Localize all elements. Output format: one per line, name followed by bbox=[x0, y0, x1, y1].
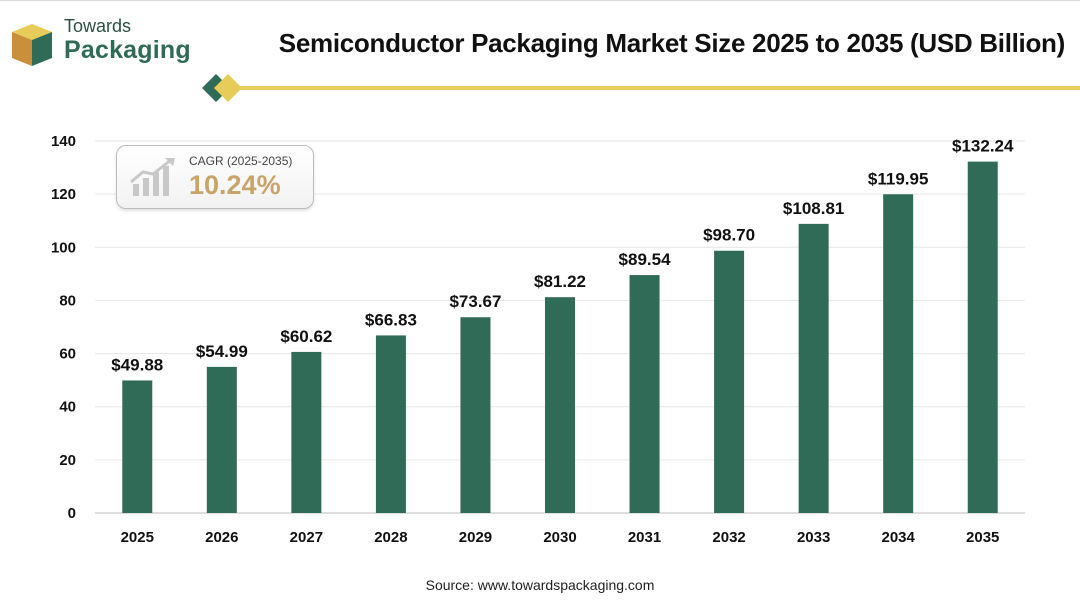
x-tick-label: 2028 bbox=[374, 529, 407, 546]
y-tick-label: 0 bbox=[68, 505, 76, 522]
cagr-label: CAGR (2025-2035) bbox=[189, 154, 293, 168]
y-tick-label: 100 bbox=[51, 239, 76, 256]
data-label: $89.54 bbox=[619, 250, 672, 269]
data-label: $108.81 bbox=[783, 199, 844, 218]
x-tick-label: 2025 bbox=[121, 529, 154, 546]
bar bbox=[967, 161, 998, 513]
x-tick-label: 2032 bbox=[712, 529, 745, 546]
data-label: $60.62 bbox=[280, 327, 332, 346]
brand-name-small: Towards bbox=[64, 16, 132, 36]
growth-chart-icon bbox=[130, 158, 175, 196]
bar-chart: 0 20 40 60 80 100 120 140 $49.88 2025 $54.99 2026 $6… bbox=[51, 133, 1025, 546]
chart-title: Semiconductor Packaging Market Size 2025… bbox=[278, 28, 1066, 58]
data-label: $73.67 bbox=[449, 292, 501, 311]
y-tick-label: 80 bbox=[59, 292, 76, 309]
y-tick-label: 120 bbox=[51, 186, 76, 203]
x-tick-label: 2034 bbox=[881, 529, 915, 546]
y-tick-label: 20 bbox=[59, 452, 76, 469]
x-tick-label: 2026 bbox=[205, 529, 238, 546]
data-label: $81.22 bbox=[534, 272, 586, 291]
data-label: $49.88 bbox=[111, 355, 163, 374]
bar bbox=[291, 351, 322, 513]
x-tick-label: 2033 bbox=[797, 529, 830, 546]
y-tick-label: 40 bbox=[59, 399, 76, 416]
bar bbox=[883, 194, 914, 514]
bar bbox=[629, 275, 660, 513]
x-tick-label: 2035 bbox=[966, 529, 999, 546]
data-label: $54.99 bbox=[196, 342, 248, 361]
brand-logo: Towards Packaging bbox=[8, 16, 198, 76]
cagr-callout: CAGR (2025-2035) 10.24% bbox=[116, 145, 314, 209]
x-tick-label: 2031 bbox=[628, 529, 661, 546]
bar bbox=[545, 297, 575, 513]
y-tick-label: 60 bbox=[59, 346, 76, 363]
data-label: $98.70 bbox=[703, 226, 755, 245]
brand-name-big: Packaging bbox=[64, 36, 191, 64]
bar bbox=[375, 335, 406, 513]
cagr-value: 10.24% bbox=[189, 170, 281, 200]
bar bbox=[714, 250, 745, 514]
data-label: $119.95 bbox=[868, 169, 929, 188]
data-label: $132.24 bbox=[952, 137, 1014, 156]
data-label: $66.83 bbox=[365, 310, 417, 329]
x-tick-label: 2029 bbox=[459, 529, 492, 546]
source-note: Source: www.towardspackaging.com bbox=[425, 577, 655, 593]
top-border bbox=[0, 0, 1080, 1]
x-tick-label: 2030 bbox=[543, 529, 576, 546]
x-tick-label: 2027 bbox=[290, 529, 323, 546]
bar bbox=[798, 223, 829, 513]
bar bbox=[122, 380, 153, 513]
title-underline-decoration bbox=[202, 74, 1080, 102]
y-tick-label: 140 bbox=[51, 133, 76, 150]
bar bbox=[460, 317, 491, 513]
bar bbox=[206, 366, 237, 513]
box-logo-icon bbox=[12, 24, 52, 66]
